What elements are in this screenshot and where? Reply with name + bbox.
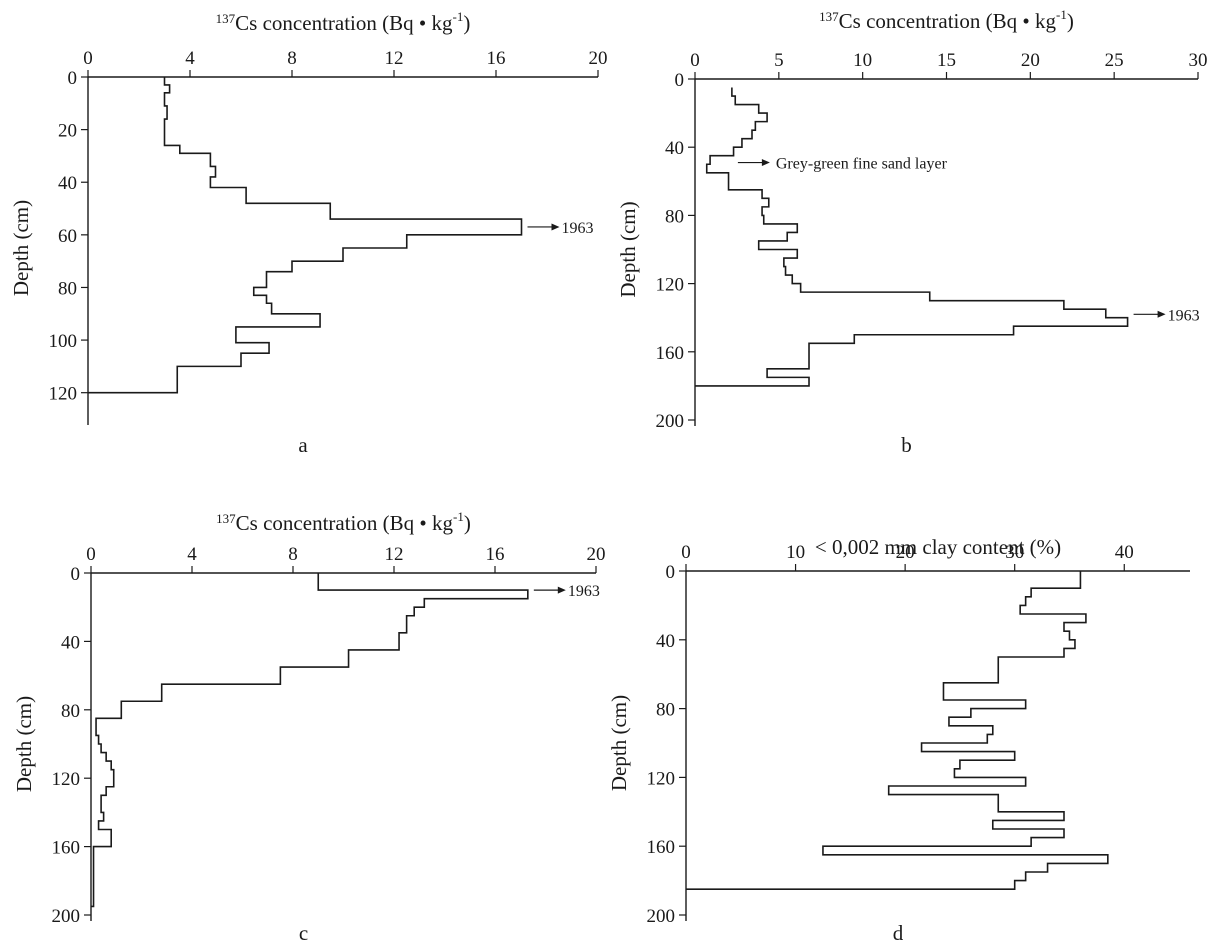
x-tick-label: 0 <box>681 542 691 563</box>
y-tick-label: 200 <box>52 906 81 927</box>
x-tick-label: 30 <box>1189 50 1208 71</box>
x-tick-label: 10 <box>853 50 872 71</box>
x-tick-label: 15 <box>937 50 956 71</box>
x-tick-label: 4 <box>187 544 197 565</box>
arrow-head-icon <box>761 159 770 167</box>
y-tick-label: 80 <box>665 206 684 227</box>
x-axis-title: 137Cs concentration (Bq • kg-1) <box>819 7 1074 33</box>
x-tick-label: 4 <box>185 48 195 69</box>
y-tick-label: 80 <box>58 278 77 299</box>
x-tick-label: 20 <box>1021 50 1040 71</box>
y-tick-label: 60 <box>58 226 77 247</box>
x-tick-label: 20 <box>896 542 915 563</box>
panel-label: a <box>298 433 308 457</box>
x-tick-label: 25 <box>1105 50 1124 71</box>
depth-profile-line <box>91 573 529 908</box>
isotope-mass-number: 137 <box>216 511 236 526</box>
y-tick-label: 40 <box>656 631 675 652</box>
depth-profile-line <box>686 571 1109 890</box>
y-tick-label: 200 <box>656 411 685 432</box>
x-tick-label: 40 <box>1115 542 1134 563</box>
y-tick-label: 40 <box>665 138 684 159</box>
x-axis-title-text: < 0,002 mm clay content (%) <box>815 535 1061 559</box>
x-axis-title-text: Cs concentration (Bq • kg <box>236 511 454 535</box>
panel-a: 0 4 8 12 16 20 0 20 40 60 80 100 120 137Cs concentrat… <box>9 9 608 457</box>
x-axis-title-suffix: ) <box>1067 9 1074 33</box>
x-tick-label: 0 <box>690 50 700 71</box>
x-axis-title-text: Cs concentration (Bq • kg <box>235 11 453 35</box>
annotation-label: 1963 <box>568 583 600 600</box>
y-tick-label: 100 <box>49 331 78 352</box>
x-tick-label: 12 <box>385 48 404 69</box>
isotope-mass-number: 137 <box>819 9 839 24</box>
x-axis-title: 137Cs concentration (Bq • kg-1) <box>216 9 471 35</box>
y-tick-label: 20 <box>58 121 77 142</box>
x-tick-label: 0 <box>86 544 96 565</box>
y-tick-label: 0 <box>666 562 676 583</box>
y-tick-label: 120 <box>656 275 685 296</box>
panel-d: 0 10 20 30 40 0 40 80 120 160 200 < 0,002 mm clay c… <box>607 535 1190 945</box>
y-tick-label: 160 <box>647 837 676 858</box>
annotation-label: 1963 <box>1168 307 1200 324</box>
x-tick-label: 5 <box>774 50 784 71</box>
depth-profile-line <box>695 87 1129 387</box>
y-tick-label: 0 <box>68 68 78 89</box>
x-axis-title-suffix: ) <box>464 511 471 535</box>
arrow-head-icon <box>551 223 560 231</box>
y-tick-label: 40 <box>58 173 77 194</box>
y-tick-label: 160 <box>656 343 685 364</box>
annotation-label: 1963 <box>562 220 594 237</box>
unit-exponent: -1 <box>453 509 464 524</box>
arrow-head-icon <box>1157 310 1166 318</box>
panel-label: b <box>901 433 912 457</box>
y-tick-label: 200 <box>647 906 676 927</box>
x-tick-label: 12 <box>385 544 404 565</box>
y-tick-label: 80 <box>61 701 80 722</box>
annotation-label: Grey-green fine sand layer <box>776 156 948 173</box>
y-axis-title: Depth (cm) <box>616 201 640 297</box>
y-axis-title: Depth (cm) <box>9 200 33 296</box>
x-axis-title: 137Cs concentration (Bq • kg-1) <box>216 509 471 535</box>
depth-profile-line <box>88 77 523 394</box>
unit-exponent: -1 <box>452 9 463 24</box>
x-tick-label: 20 <box>587 544 606 565</box>
x-tick-label: 8 <box>287 48 297 69</box>
isotope-mass-number: 137 <box>216 11 236 26</box>
arrow-head-icon <box>557 586 566 594</box>
y-tick-label: 80 <box>656 700 675 721</box>
panel-b: 0 5 10 15 20 25 30 0 40 80 120 160 200 137Cs concentr… <box>616 7 1208 457</box>
x-tick-label: 0 <box>83 48 93 69</box>
y-tick-label: 0 <box>675 70 685 91</box>
x-tick-label: 20 <box>589 48 608 69</box>
x-axis-title-suffix: ) <box>463 11 470 35</box>
x-tick-label: 16 <box>486 544 505 565</box>
y-tick-label: 120 <box>52 769 81 790</box>
y-tick-label: 40 <box>61 632 80 653</box>
y-axis-title: Depth (cm) <box>12 696 36 792</box>
y-tick-label: 160 <box>52 838 81 859</box>
x-tick-label: 30 <box>1005 542 1024 563</box>
y-tick-label: 120 <box>647 768 676 789</box>
y-tick-label: 0 <box>71 564 81 585</box>
panel-label: d <box>893 921 904 945</box>
x-axis-title-text: Cs concentration (Bq • kg <box>839 9 1057 33</box>
x-tick-label: 10 <box>786 542 805 563</box>
x-tick-label: 16 <box>487 48 506 69</box>
panel-label: c <box>299 921 308 945</box>
x-tick-label: 8 <box>288 544 298 565</box>
y-axis-title: Depth (cm) <box>607 695 631 791</box>
y-tick-label: 120 <box>49 384 78 405</box>
x-axis-title: < 0,002 mm clay content (%) <box>815 535 1061 559</box>
unit-exponent: -1 <box>1056 7 1067 22</box>
